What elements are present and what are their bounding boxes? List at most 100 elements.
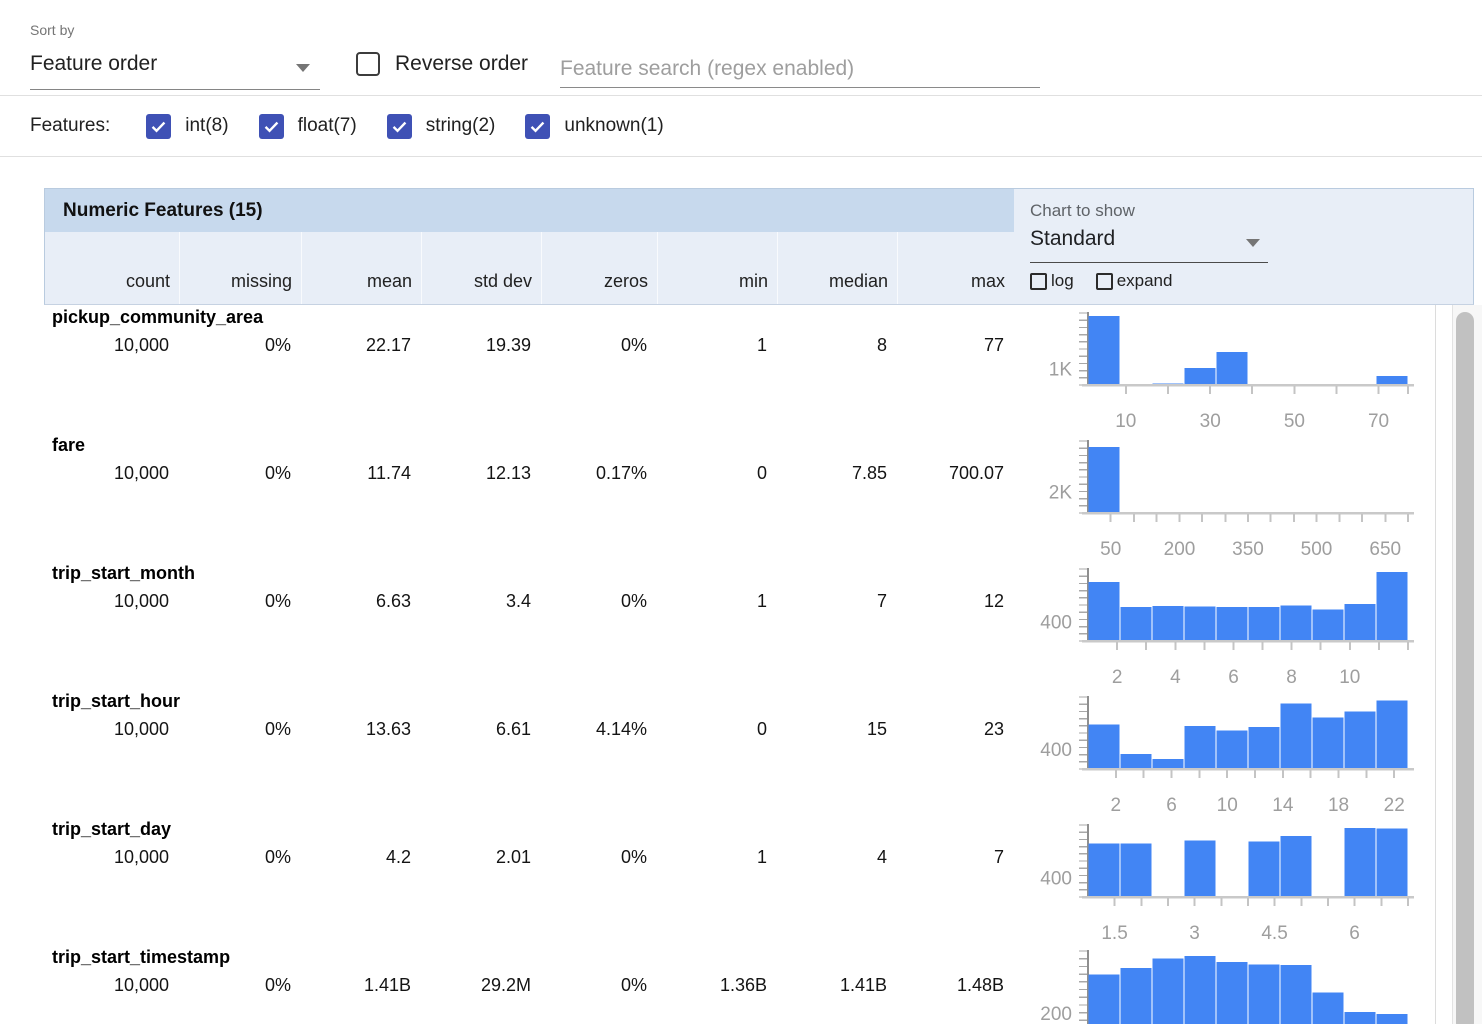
stat-value: 0.17% bbox=[595, 463, 647, 483]
stat-value: 0% bbox=[264, 591, 291, 611]
sort-by-value: Feature order bbox=[30, 52, 158, 75]
chart-to-show-label: Chart to show bbox=[1030, 201, 1135, 220]
stat-value: 6.61 bbox=[495, 719, 531, 739]
histogram-cell: 10 30 50 70 1K bbox=[1014, 305, 1434, 433]
chart-type-select[interactable]: Standard bbox=[1030, 223, 1268, 263]
stat-value: 77 bbox=[983, 335, 1004, 355]
svg-text:22: 22 bbox=[1384, 795, 1405, 816]
histogram-chart: 10 30 50 70 1K bbox=[1049, 312, 1414, 432]
reverse-order-label: Reverse order bbox=[395, 52, 529, 75]
histogram-chart: 2 4 6 8 10 400 bbox=[1040, 568, 1414, 688]
svg-text:50: 50 bbox=[1100, 539, 1121, 560]
feature-row: trip_start_hour 10,000 0% 13.63 6.61 4.14% 0 15… bbox=[44, 689, 1474, 817]
toolbar: Sort by Feature order Reverse order bbox=[0, 0, 1482, 96]
features-label: Features: bbox=[30, 115, 111, 136]
filter-checkbox[interactable] bbox=[258, 113, 284, 139]
filter-checkbox[interactable] bbox=[146, 113, 172, 139]
stat-value: 0% bbox=[620, 975, 647, 995]
column-header: mean bbox=[301, 232, 421, 304]
filter-item: float(7) bbox=[258, 113, 357, 139]
stat-value: 10,000 bbox=[113, 847, 169, 867]
checkmark-icon bbox=[264, 121, 278, 133]
chevron-down-icon bbox=[1246, 239, 1260, 247]
stat-values-row: 10,000 0% 11.74 12.13 0.17% 0 7.85 700.07 bbox=[44, 463, 1013, 484]
column-header-row: count missing mean std dev zeros min median max bbox=[45, 232, 1014, 304]
svg-text:8: 8 bbox=[1286, 667, 1297, 688]
feature-name: trip_start_hour bbox=[52, 691, 181, 711]
stat-value: 7 bbox=[993, 847, 1004, 867]
svg-text:6: 6 bbox=[1228, 667, 1239, 688]
filter-item: string(2) bbox=[386, 113, 495, 139]
svg-text:3: 3 bbox=[1189, 923, 1200, 944]
title-band: Numeric Features (15) bbox=[45, 189, 1014, 232]
stat-value: 19.39 bbox=[485, 335, 531, 355]
svg-text:2: 2 bbox=[1111, 795, 1122, 816]
stat-value: 1 bbox=[756, 335, 767, 355]
stat-value: 11.74 bbox=[367, 463, 411, 483]
stat-values-row: 10,000 0% 4.2 2.01 0% 1 4 7 bbox=[44, 847, 1013, 868]
scrollbar-thumb[interactable] bbox=[1456, 312, 1474, 1024]
histogram-chart: 50 200 350 500 650 2K bbox=[1049, 440, 1414, 560]
stat-value: 1 bbox=[756, 591, 767, 611]
stat-value: 7.85 bbox=[851, 463, 887, 483]
column-header: count bbox=[125, 271, 170, 291]
svg-text:4: 4 bbox=[1170, 667, 1181, 688]
feature-name: fare bbox=[52, 435, 86, 455]
chart-type-value: Standard bbox=[1030, 227, 1116, 250]
svg-text:400: 400 bbox=[1040, 612, 1072, 633]
chevron-down-icon bbox=[296, 64, 310, 72]
svg-text:2K: 2K bbox=[1049, 482, 1073, 503]
stat-values-row: 10,000 0% 22.17 19.39 0% 1 8 77 bbox=[44, 335, 1013, 356]
stat-value: 7 bbox=[876, 591, 887, 611]
chart-panel: Chart to show Standard log expand bbox=[1014, 189, 1473, 304]
svg-text:6: 6 bbox=[1349, 923, 1360, 944]
stat-value: 1.41B bbox=[839, 975, 887, 995]
svg-text:14: 14 bbox=[1272, 795, 1294, 816]
stat-value: 15 bbox=[866, 719, 887, 739]
checkmark-icon bbox=[392, 121, 407, 133]
stat-value: 3.4 bbox=[505, 591, 531, 611]
stat-value: 1.41B bbox=[363, 975, 411, 995]
feature-search-input[interactable] bbox=[560, 50, 1040, 88]
feature-row: fare 10,000 0% 11.74 12.13 0.17% 0 7.85 700.07 50… bbox=[44, 433, 1474, 561]
section-title: Numeric Features (15) bbox=[63, 199, 263, 221]
feature-name: trip_start_month bbox=[52, 563, 196, 583]
filter-checkbox[interactable] bbox=[386, 113, 412, 139]
stat-value: 6.63 bbox=[375, 591, 411, 611]
stat-value: 1 bbox=[756, 847, 767, 867]
stat-value: 10,000 bbox=[113, 463, 169, 483]
stat-value: 22.17 bbox=[365, 335, 411, 355]
expand-checkbox[interactable] bbox=[1095, 272, 1113, 290]
feature-row: pickup_community_area 10,000 0% 22.17 19.39 0… bbox=[44, 305, 1474, 433]
numeric-features-card: Numeric Features (15) count missing mean st… bbox=[44, 188, 1474, 1024]
stat-value: 13.63 bbox=[365, 719, 411, 739]
feature-name: pickup_community_area bbox=[52, 307, 264, 327]
filter-checkbox[interactable] bbox=[525, 113, 551, 139]
stat-value: 0 bbox=[756, 719, 767, 739]
stat-value: 23 bbox=[983, 719, 1004, 739]
histogram-cell: 200 bbox=[1014, 945, 1434, 1024]
expand-label: expand bbox=[1116, 271, 1173, 290]
card-header: Numeric Features (15) count missing mean st… bbox=[44, 188, 1474, 305]
svg-text:30: 30 bbox=[1200, 411, 1221, 432]
column-header: std dev bbox=[421, 232, 541, 304]
sort-by-label: Sort by bbox=[30, 22, 75, 38]
reverse-order-checkbox[interactable] bbox=[356, 52, 380, 76]
svg-text:200: 200 bbox=[1164, 539, 1196, 560]
stat-value: 0% bbox=[264, 847, 291, 867]
histogram-cell: 2 6 10 14 18 22 400 bbox=[1014, 689, 1434, 817]
log-checkbox[interactable] bbox=[1030, 272, 1047, 290]
svg-text:10: 10 bbox=[1339, 667, 1360, 688]
stat-value: 4.2 bbox=[385, 847, 411, 867]
feature-name: trip_start_timestamp bbox=[52, 947, 231, 967]
stat-values-row: 10,000 0% 1.41B 29.2M 0% 1.36B 1.41B 1.48B bbox=[44, 975, 1013, 996]
svg-text:70: 70 bbox=[1368, 411, 1389, 432]
stat-value: 0% bbox=[620, 335, 647, 355]
card-divider bbox=[1435, 305, 1436, 1024]
stat-value: 0% bbox=[620, 591, 647, 611]
filter-label: float(7) bbox=[297, 115, 357, 136]
column-header: max bbox=[897, 232, 1014, 304]
histogram-chart: 2 6 10 14 18 22 400 bbox=[1040, 696, 1414, 816]
sort-by-select[interactable]: Feature order bbox=[30, 48, 320, 90]
column-header: median bbox=[777, 232, 897, 304]
